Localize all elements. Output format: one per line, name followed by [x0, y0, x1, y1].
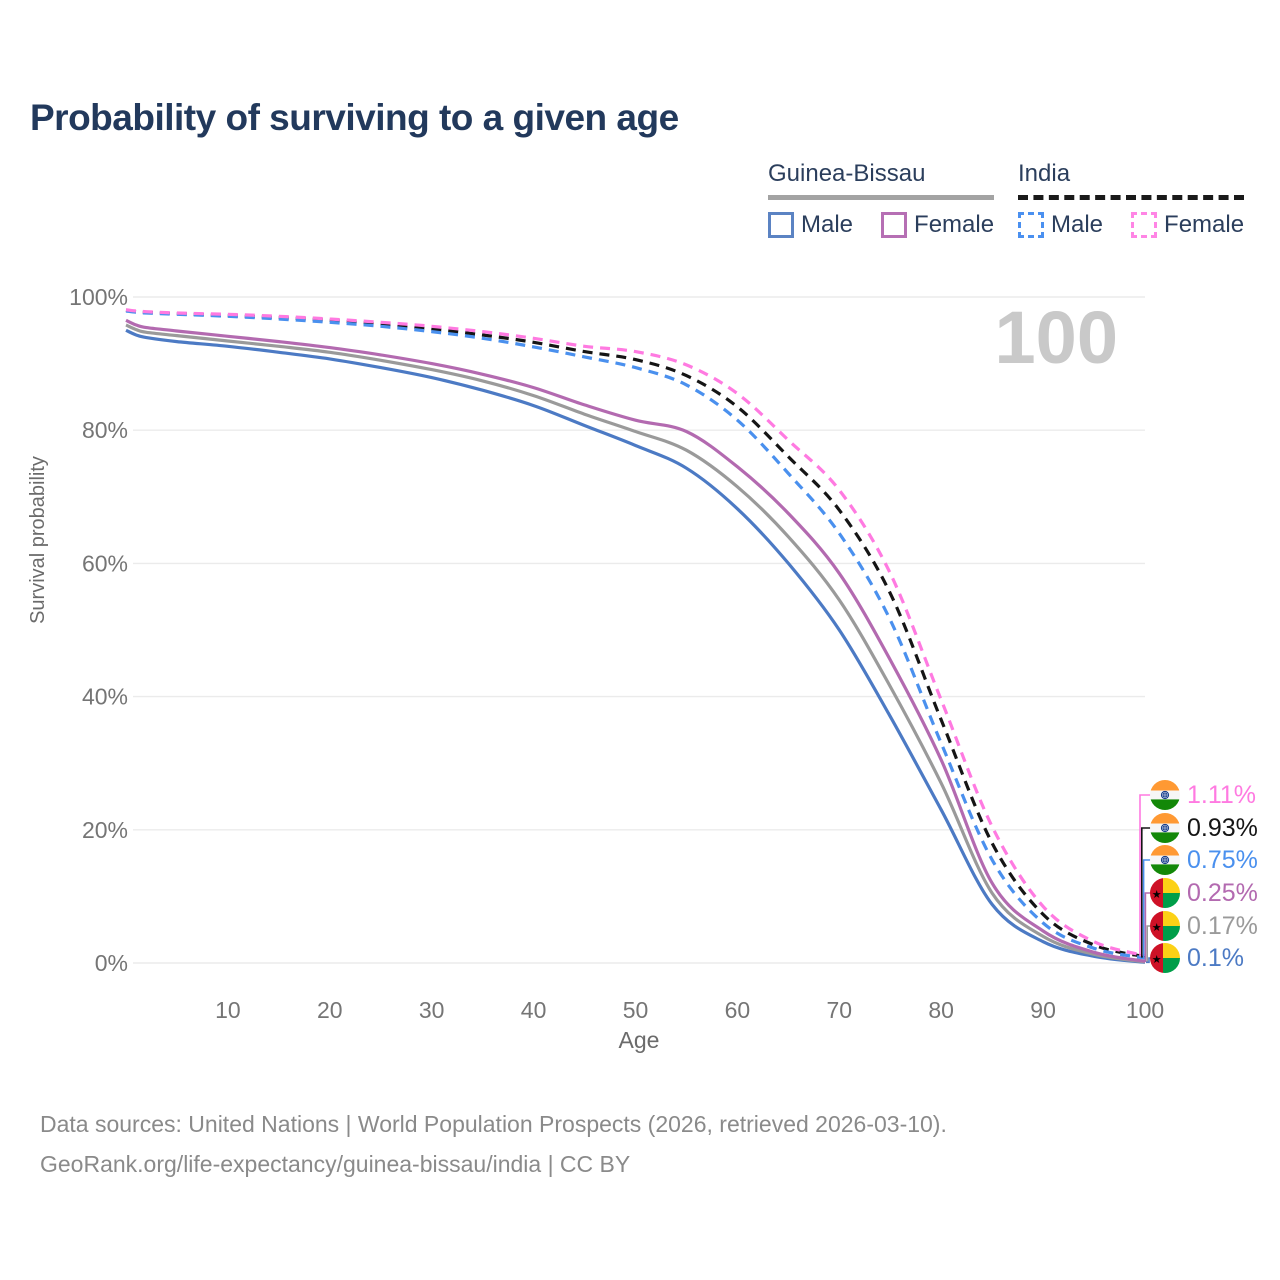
series-line-india-female — [125, 308, 1146, 958]
legend-item-label: Male — [1051, 211, 1104, 238]
legend-item-india-female[interactable]: Female — [1131, 211, 1244, 239]
svg-text:★: ★ — [1152, 889, 1162, 901]
legend-item-label: Male — [801, 211, 854, 238]
legend-item-india-male[interactable]: Male — [1018, 211, 1103, 239]
india-flag-icon — [1150, 813, 1180, 843]
x-tick-label: 10 — [215, 997, 241, 1023]
end-label-india-male: 0.75% — [1150, 843, 1258, 877]
legend-linestyle-solid — [768, 195, 995, 200]
data-sources-line2: GeoRank.org/life-expectancy/guinea-bissa… — [40, 1151, 631, 1177]
legend-item-label: Female — [1164, 211, 1245, 238]
legend-swatch-gb-female[interactable] — [881, 212, 908, 238]
age-counter-watermark: 100 — [995, 296, 1118, 379]
series-line-guinea-bissau-male — [125, 328, 1146, 964]
x-tick-label: 90 — [1030, 997, 1056, 1023]
page-title: Probability of surviving to a given age — [30, 97, 679, 138]
svg-text:★: ★ — [1152, 954, 1162, 966]
guinea-bissau-flag-icon: ★ — [1150, 878, 1180, 908]
data-sources: Data sources: United Nations | World Pop… — [40, 1104, 947, 1184]
guinea-bissau-flag-icon: ★ — [1150, 911, 1180, 941]
guinea-bissau-flag-icon: ★ — [1150, 943, 1180, 973]
end-label-gb-all: ★ 0.17% — [1150, 909, 1258, 943]
legend-country-guinea-bissau[interactable]: Guinea-Bissau — [768, 160, 926, 187]
x-tick-label: 80 — [928, 997, 954, 1023]
end-label-india-female: 1.11% — [1150, 778, 1256, 812]
legend-item-gb-male[interactable]: Male — [768, 211, 853, 239]
series-line-india-male — [125, 309, 1146, 960]
end-label-value: 1.11% — [1187, 780, 1257, 809]
x-axis-title: Age — [619, 1027, 660, 1053]
x-tick-label: 40 — [521, 997, 547, 1023]
x-tick-label: 20 — [317, 997, 343, 1023]
legend-country-india[interactable]: India — [1018, 160, 1071, 187]
legend-swatch-india-female[interactable] — [1131, 212, 1158, 238]
legend-group-india: India Male Female — [1018, 160, 1245, 239]
y-tick-label: 100% — [69, 284, 128, 310]
legend-item-gb-female[interactable]: Female — [881, 211, 994, 239]
x-tick-label: 60 — [725, 997, 751, 1023]
end-label-india-all: 0.93% — [1150, 811, 1258, 845]
data-sources-line1: Data sources: United Nations | World Pop… — [40, 1111, 947, 1137]
end-label-connector — [1144, 892, 1153, 963]
end-label-value: 0.17% — [1187, 911, 1258, 940]
y-tick-label: 40% — [82, 684, 128, 710]
y-tick-label: 0% — [95, 950, 128, 976]
end-label-value: 0.1% — [1187, 943, 1244, 972]
legend-swatch-india-male[interactable] — [1018, 212, 1044, 238]
legend-swatch-gb-male[interactable] — [768, 212, 794, 238]
y-axis-title: Survival probability — [27, 456, 49, 624]
x-tick-label: 30 — [419, 997, 445, 1023]
y-tick-label: 60% — [82, 550, 128, 576]
y-tick-label: 20% — [82, 817, 128, 843]
x-tick-label: 50 — [623, 997, 649, 1023]
svg-text:★: ★ — [1152, 922, 1162, 934]
series-line-guinea-bissau-female — [125, 318, 1146, 963]
end-label-gb-male: ★ 0.1% — [1150, 941, 1244, 975]
end-label-value: 0.75% — [1187, 845, 1258, 874]
end-label-value: 0.93% — [1187, 813, 1258, 842]
legend-linestyle-dashed — [1018, 195, 1245, 200]
x-tick-label: 100 — [1126, 997, 1164, 1023]
legend-group-guinea-bissau: Guinea-Bissau Male Female — [768, 160, 995, 239]
india-flag-icon — [1150, 845, 1180, 875]
series-line-guinea-bissau-all — [125, 323, 1146, 964]
end-label-gb-female: ★ 0.25% — [1150, 876, 1258, 910]
x-tick-label: 70 — [827, 997, 853, 1023]
y-tick-label: 80% — [82, 417, 128, 443]
legend-item-label: Female — [914, 211, 995, 238]
end-label-value: 0.25% — [1187, 878, 1258, 907]
india-flag-icon — [1150, 780, 1180, 810]
